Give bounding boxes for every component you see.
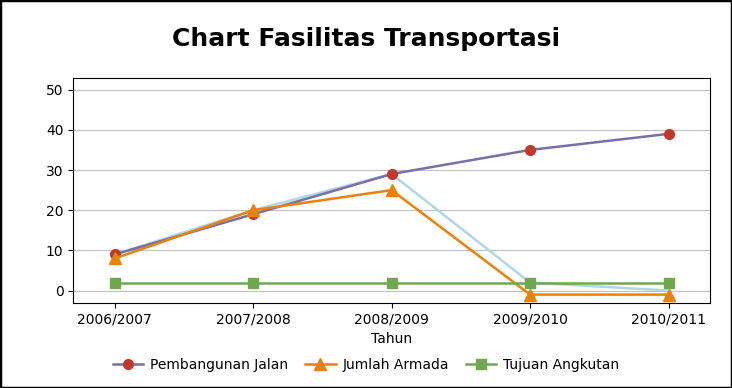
Text: Chart Fasilitas Transportasi: Chart Fasilitas Transportasi (172, 27, 560, 51)
Jumlah Armada (387, 188, 396, 192)
X-axis label: Tahun: Tahun (371, 332, 412, 346)
Line: Pembangunan Jalan: Pembangunan Jalan (110, 129, 673, 259)
Jumlah Armada (664, 292, 673, 297)
Pembangunan Jalan (387, 172, 396, 177)
Pembangunan Jalan (111, 252, 119, 257)
Tujuan Angkutan (111, 280, 119, 285)
Pembangunan Jalan (526, 147, 534, 152)
Legend: Pembangunan Jalan, Jumlah Armada, Tujuan Angkutan: Pembangunan Jalan, Jumlah Armada, Tujuan… (107, 352, 625, 377)
Tujuan Angkutan (664, 280, 673, 285)
Pembangunan Jalan (249, 212, 258, 217)
Tujuan Angkutan (387, 280, 396, 285)
Tujuan Angkutan (249, 280, 258, 285)
Jumlah Armada (526, 292, 534, 297)
Line: Jumlah Armada: Jumlah Armada (109, 185, 674, 300)
Jumlah Armada (249, 208, 258, 213)
Jumlah Armada (111, 256, 119, 261)
Line: Tujuan Angkutan: Tujuan Angkutan (110, 278, 673, 288)
Tujuan Angkutan (526, 280, 534, 285)
Pembangunan Jalan (664, 132, 673, 136)
